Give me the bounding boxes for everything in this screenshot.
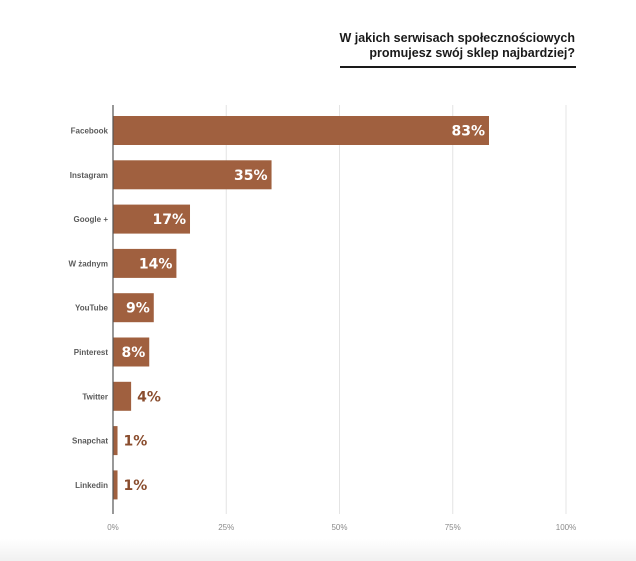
value-label: 35%	[234, 168, 268, 184]
value-label: 9%	[126, 301, 150, 317]
grid-lines	[225, 105, 567, 514]
category-label: W żadnym	[68, 259, 108, 268]
title-underline	[340, 66, 576, 68]
x-tick-label: 100%	[556, 523, 576, 532]
bar	[113, 426, 118, 456]
bar	[113, 293, 154, 323]
bar	[113, 248, 177, 278]
x-tick-label: 25%	[218, 523, 234, 532]
x-tick-label: 0%	[107, 523, 119, 532]
labels: 0% 25% 50% 75% 100% Facebook 83% Instagram 35% Go…	[68, 124, 576, 533]
category-label: YouTube	[75, 304, 109, 313]
value-label: 17%	[152, 212, 186, 228]
bar	[113, 116, 489, 145]
value-label: 14%	[139, 256, 173, 272]
chart-title: W jakich serwisach społecznościowych pro…	[275, 31, 575, 61]
category-label: Linkedin	[75, 481, 108, 490]
value-label: 1%	[124, 434, 148, 450]
value-label: 8%	[121, 345, 145, 361]
bar	[113, 381, 132, 411]
chart-title-line-1: W jakich serwisach społecznościowych	[339, 31, 575, 45]
category-label: Facebook	[71, 127, 109, 136]
bar	[113, 160, 272, 190]
value-label: 4%	[137, 389, 161, 405]
value-label: 83%	[451, 124, 485, 140]
x-tick-label: 75%	[445, 523, 461, 532]
category-label: Snapchat	[72, 437, 108, 446]
bars	[113, 116, 489, 500]
category-label: Google +	[74, 215, 109, 224]
chart-title-line-2: promujesz swój sklep najbardziej?	[369, 46, 575, 60]
value-label: 1%	[124, 478, 148, 494]
bar	[113, 204, 191, 234]
x-tick-label: 50%	[331, 523, 347, 532]
bar	[113, 470, 118, 500]
category-label: Instagram	[70, 171, 108, 180]
bottom-fade	[0, 539, 636, 561]
bar	[113, 337, 150, 367]
category-label: Twitter	[82, 392, 108, 401]
category-label: Pinterest	[74, 348, 109, 357]
